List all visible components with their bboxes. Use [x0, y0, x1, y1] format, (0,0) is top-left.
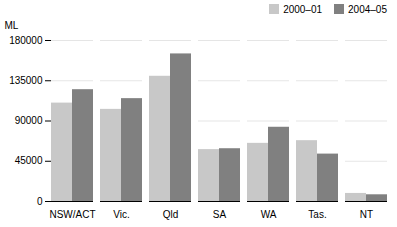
svg-text:ML: ML	[5, 20, 19, 31]
svg-text:NT: NT	[360, 209, 373, 220]
svg-text:Vic.: Vic.	[113, 209, 130, 220]
html-text:2004–05: 2004–05	[348, 3, 387, 15]
svg-text:180000: 180000	[9, 35, 43, 46]
svg-text:SA: SA	[213, 209, 227, 220]
svg-text:0: 0	[37, 196, 43, 207]
html-text:2000–01: 2000–01	[283, 3, 323, 15]
svg-text:45000: 45000	[15, 155, 43, 166]
svg-text:NSW/ACT: NSW/ACT	[49, 209, 95, 220]
svg-text:Tas.: Tas.	[308, 209, 326, 220]
svg-text:Qld: Qld	[163, 209, 179, 220]
svg-text:WA: WA	[261, 209, 277, 220]
svg-text:135000: 135000	[9, 75, 43, 86]
svg-text:90000: 90000	[15, 115, 43, 126]
